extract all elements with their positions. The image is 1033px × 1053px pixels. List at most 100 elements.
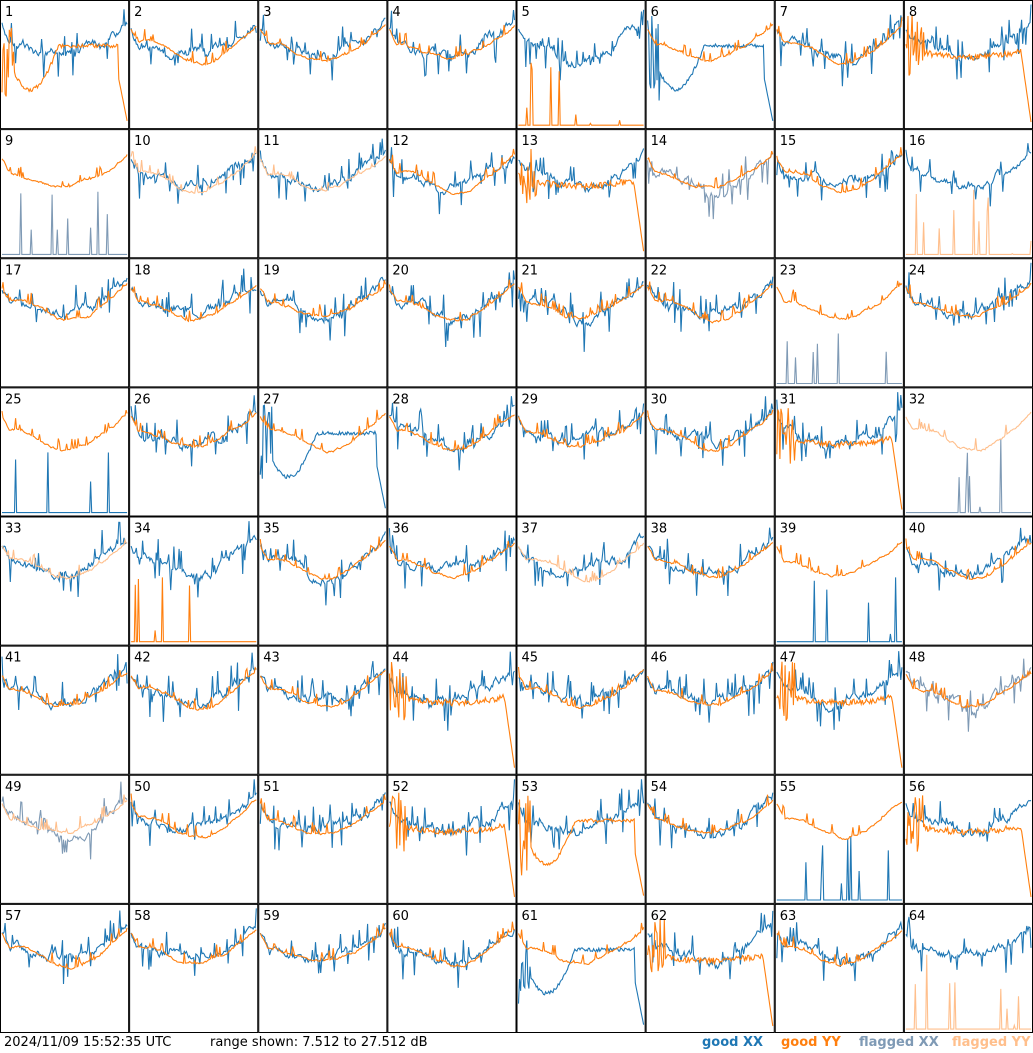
panel-label: 43 [263, 651, 280, 666]
series-good-yy-line [776, 541, 903, 578]
series-flagged-xx-line [905, 438, 1031, 514]
series-good-yy-line [647, 22, 774, 63]
panel-label: 33 [5, 522, 22, 537]
panel-frame [387, 516, 517, 646]
series-good-yy-line [647, 663, 774, 707]
timestamp: 2024/11/09 15:52:35 UTC [4, 1035, 172, 1050]
series-good-yy-line [388, 540, 515, 580]
series-good-xx-line [2, 452, 128, 514]
panel-30: 30 [645, 387, 775, 517]
series-good-yy-line [905, 669, 1032, 709]
series-good-xx-line [518, 669, 645, 719]
series-flagged-xx-line [776, 333, 902, 385]
series-good-yy-line [388, 414, 515, 452]
series-good-xx-line [130, 521, 257, 598]
series-good-yy-line [647, 150, 774, 189]
series-flagged-yy-line [905, 954, 1031, 1030]
series-good-yy-line [388, 662, 516, 768]
panel-frame [129, 387, 259, 517]
series-good-yy-line [518, 62, 644, 126]
panel-label: 24 [909, 263, 926, 278]
panel-44: 44 [387, 645, 517, 775]
series-good-xx-line [130, 908, 257, 976]
series-good-xx-line [776, 150, 903, 201]
panel-label: 52 [392, 780, 409, 795]
panel-34: 34 [129, 516, 259, 646]
panel-49: 49 [0, 774, 130, 904]
series-flagged-yy-line [259, 155, 386, 192]
panel-label: 41 [5, 651, 22, 666]
panel-frame [516, 903, 646, 1033]
panel-label: 19 [263, 263, 280, 278]
panel-frame [774, 516, 904, 646]
panel-label: 22 [651, 263, 668, 278]
panel-label: 62 [651, 909, 668, 924]
series-good-xx-line [905, 527, 1032, 591]
series-good-xx-line [517, 779, 645, 850]
panel-label: 30 [651, 392, 668, 407]
series-good-yy-line [388, 921, 515, 968]
panel-label: 37 [522, 522, 539, 537]
panel-frame [645, 387, 775, 517]
series-good-yy-line [517, 411, 645, 448]
panel-frame [129, 774, 259, 904]
panel-frame [645, 0, 775, 130]
series-flagged-xx-line [1, 781, 128, 860]
panel-label: 34 [134, 522, 151, 537]
panel-label: 9 [5, 134, 13, 149]
series-good-yy-line [388, 24, 515, 60]
series-good-yy-line [776, 408, 903, 510]
series-flagged-xx-line [647, 152, 773, 220]
panel-label: 16 [909, 134, 926, 149]
series-good-xx-line [905, 916, 1032, 973]
series-flagged-xx-line [905, 658, 1032, 732]
panel-frame [129, 0, 259, 130]
panel-10: 10 [129, 129, 259, 259]
panel-45: 45 [516, 645, 646, 775]
panel-42: 42 [129, 645, 259, 775]
series-good-xx-line [389, 9, 516, 77]
series-good-xx-line [776, 920, 903, 982]
panel-label: 18 [134, 263, 151, 278]
panel-58: 58 [129, 903, 259, 1033]
panel-frame [129, 645, 259, 775]
panel-29: 29 [516, 387, 646, 517]
panel-frame [903, 129, 1033, 259]
panel-label: 5 [522, 5, 530, 20]
panel-frame [0, 645, 130, 775]
series-flagged-yy-line [1, 794, 128, 835]
legend-flagged-xx: flagged XX [859, 1035, 939, 1050]
panel-52: 52 [387, 774, 517, 904]
series-good-xx-line [776, 577, 902, 643]
series-good-xx-line [517, 9, 645, 81]
series-good-yy-line [1, 282, 128, 322]
series-good-yy-line [647, 919, 774, 1027]
panel-label: 4 [392, 5, 400, 20]
panel-frame [645, 774, 775, 904]
panel-label: 10 [134, 134, 151, 149]
series-good-xx-line [518, 148, 645, 200]
panel-8: 8 [903, 0, 1033, 130]
panel-4: 4 [387, 0, 517, 130]
panel-label: 21 [522, 263, 539, 278]
series-good-yy-line [647, 542, 774, 579]
panel-55: 55 [774, 774, 904, 904]
series-good-yy-line [518, 148, 645, 252]
panel-37: 37 [516, 516, 646, 646]
panel-frame [258, 387, 388, 517]
series-flagged-yy-line [905, 189, 1032, 255]
panel-17: 17 [0, 258, 130, 388]
range-label: range shown: 7.512 to 27.512 dB [210, 1035, 428, 1050]
legend-good-xx: good XX [702, 1035, 764, 1050]
series-good-yy-line [259, 24, 386, 63]
panel-label: 51 [263, 780, 280, 795]
series-good-yy-line [259, 794, 386, 836]
series-good-yy-line [517, 922, 645, 965]
panel-label: 8 [909, 5, 917, 20]
series-good-yy-line [1, 409, 128, 452]
panel-22: 22 [645, 258, 775, 388]
panel-frame [129, 516, 259, 646]
panel-label: 61 [522, 909, 539, 924]
series-good-yy-line [647, 794, 774, 835]
